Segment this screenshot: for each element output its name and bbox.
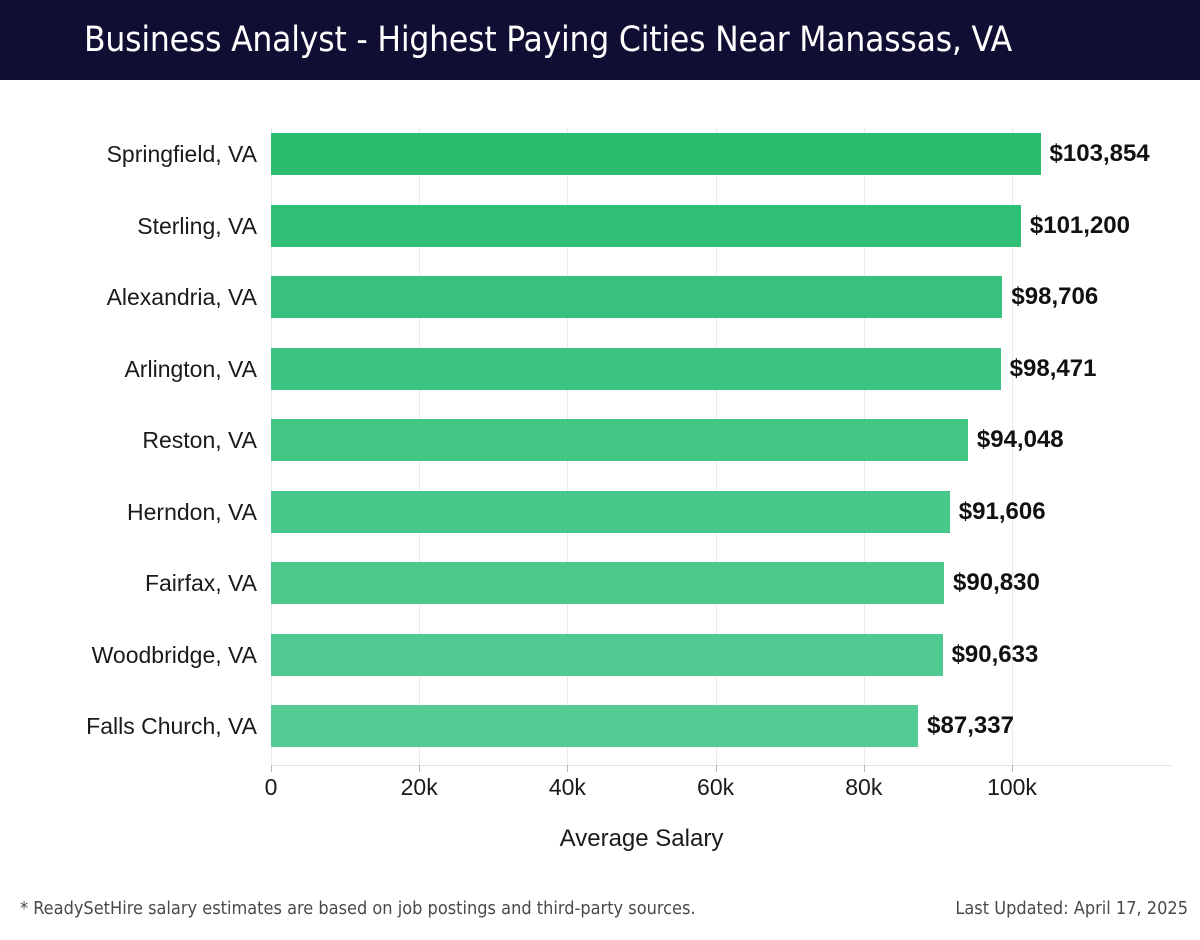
footer-last-updated: Last Updated: April 17, 2025 <box>955 898 1188 919</box>
bar-row: Woodbridge, VA $90,633 <box>0 633 1200 676</box>
category-label: Springfield, VA <box>106 141 257 167</box>
category-label: Falls Church, VA <box>86 713 257 739</box>
x-tick-mark <box>863 765 865 772</box>
bar-row: Springfield, VA $103,854 <box>0 133 1200 175</box>
bar-value-label: $98,471 <box>1009 354 1097 382</box>
bar-value-label: $90,830 <box>953 569 1040 596</box>
x-tick-label: 100k <box>987 774 1037 800</box>
x-tick-mark <box>567 765 569 772</box>
bar-row: Falls Church, VA $87,337 <box>0 705 1200 747</box>
bar[interactable] <box>271 133 1041 175</box>
chart-header: Business Analyst - Highest Paying Cities… <box>0 0 1200 80</box>
x-axis-line <box>271 765 1171 766</box>
bar-row: Alexandria, VA $98,706 <box>0 276 1200 318</box>
bar[interactable] <box>271 347 1001 390</box>
x-tick-mark <box>1012 765 1013 772</box>
bar-row: Fairfax, VA $90,830 <box>0 562 1200 604</box>
x-tick-label: 20k <box>400 774 438 800</box>
bar-row: Herndon, VA $91,606 <box>0 490 1200 533</box>
bar-value-label: $98,706 <box>1011 283 1099 310</box>
gridline <box>1012 128 1013 765</box>
chart-footer: * ReadySetHire salary estimates are base… <box>0 890 1200 940</box>
category-label: Woodbridge, VA <box>91 641 257 668</box>
bar-value-label: $94,048 <box>976 426 1064 453</box>
category-label: Arlington, VA <box>124 355 257 382</box>
bar-value-label: $101,200 <box>1029 211 1130 239</box>
bar[interactable] <box>271 562 945 604</box>
category-label: Herndon, VA <box>127 498 257 525</box>
footer-disclaimer: * ReadySetHire salary estimates are base… <box>20 898 696 919</box>
bar[interactable] <box>271 276 1003 318</box>
bar-row: Sterling, VA $101,200 <box>0 204 1200 247</box>
x-tick-mark <box>715 765 717 772</box>
category-label: Reston, VA <box>142 427 257 453</box>
bar[interactable] <box>271 705 919 747</box>
bar-row: Reston, VA $94,048 <box>0 419 1200 461</box>
bar-value-label: $91,606 <box>958 497 1046 525</box>
category-label: Alexandria, VA <box>106 284 257 310</box>
x-tick-mark <box>419 765 421 772</box>
bar-chart: Average Salary 0 20k 40k 60k 80k 100k Springfi… <box>0 80 1200 870</box>
x-tick-label: 40k <box>548 774 586 800</box>
x-tick-mark <box>271 765 272 772</box>
x-tick-label: 60k <box>697 774 735 800</box>
bar-value-label: $103,854 <box>1049 140 1150 167</box>
bar-value-label: $87,337 <box>927 712 1014 739</box>
bar[interactable] <box>271 419 968 461</box>
bar[interactable] <box>271 633 943 676</box>
bar-value-label: $90,633 <box>951 640 1039 668</box>
bar[interactable] <box>271 204 1021 247</box>
category-label: Sterling, VA <box>137 212 257 239</box>
x-axis-title: Average Salary <box>559 825 724 852</box>
bar-row: Arlington, VA $98,471 <box>0 347 1200 390</box>
category-label: Fairfax, VA <box>144 570 257 596</box>
x-tick-label: 80k <box>845 774 883 800</box>
page-title: Business Analyst - Highest Paying Cities… <box>84 20 1012 60</box>
x-tick-label: 0 <box>264 774 278 800</box>
bar[interactable] <box>271 490 950 533</box>
